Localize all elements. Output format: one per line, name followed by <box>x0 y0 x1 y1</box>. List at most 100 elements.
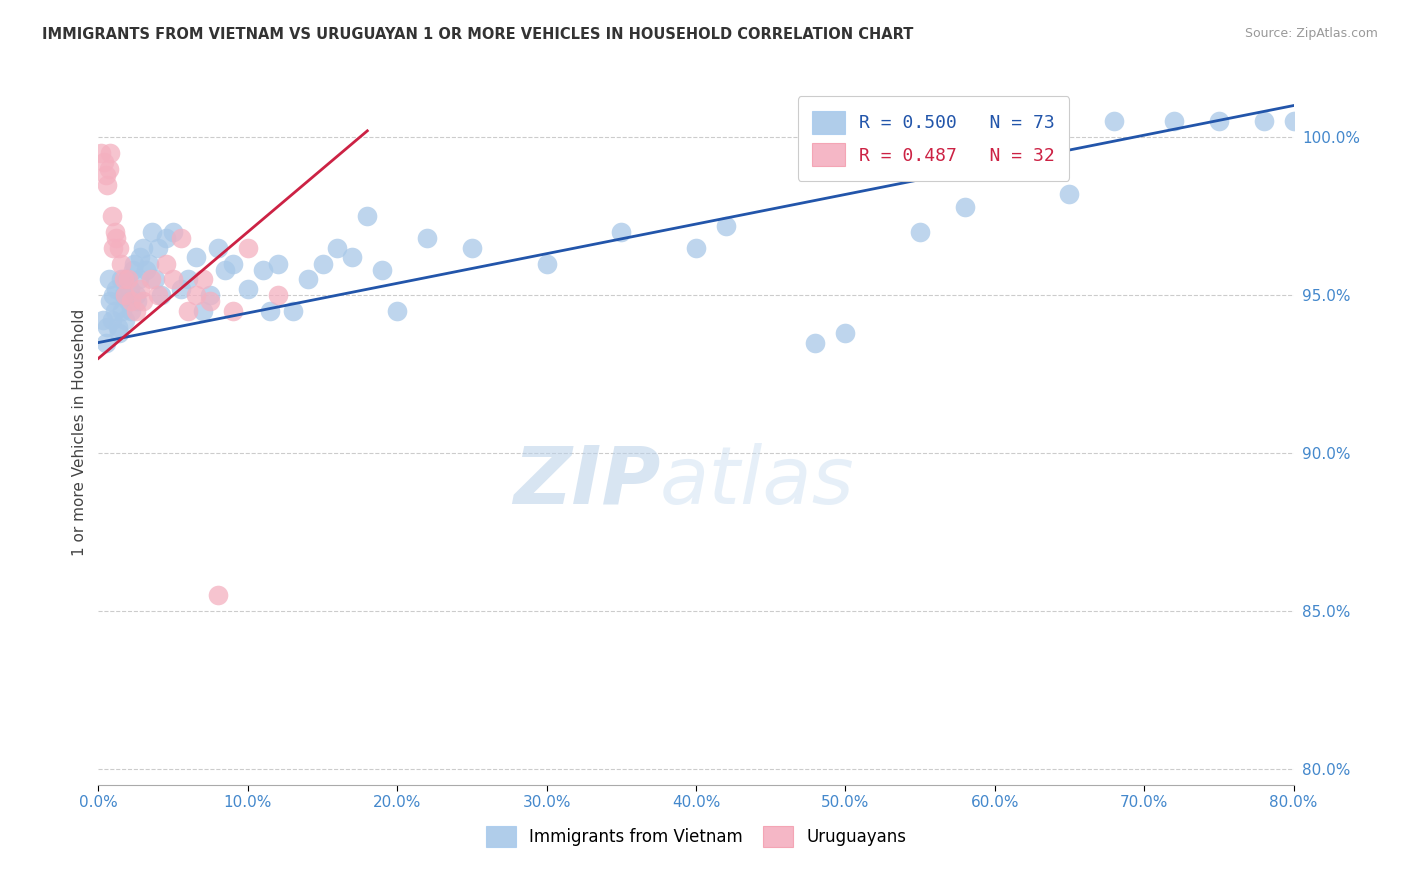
Point <box>128 272 150 286</box>
Point <box>191 304 214 318</box>
Point <box>111 304 134 318</box>
Point <box>311 256 333 270</box>
Point <box>177 304 200 318</box>
Point <box>118 282 141 296</box>
Point <box>1402 114 1406 128</box>
Point <box>115 272 138 286</box>
Point <box>804 335 827 350</box>
Point <box>356 209 378 223</box>
Point <box>141 225 163 239</box>
Point <box>94 335 117 350</box>
Point <box>148 241 170 255</box>
Point <box>207 241 229 255</box>
Point <box>108 326 131 340</box>
Point <box>98 145 122 160</box>
Point <box>117 294 139 309</box>
Point <box>385 304 409 318</box>
Point <box>184 250 207 264</box>
Point <box>97 161 120 176</box>
Point <box>90 145 112 160</box>
Point <box>267 256 290 270</box>
Point <box>108 241 131 255</box>
Point <box>236 241 259 255</box>
Point <box>93 155 115 169</box>
Point <box>125 304 148 318</box>
Point <box>114 313 136 327</box>
Point <box>112 288 135 302</box>
Point <box>214 263 236 277</box>
Point <box>252 263 274 277</box>
Point <box>908 225 931 239</box>
Point <box>132 241 155 255</box>
Point <box>110 272 132 286</box>
Point <box>953 200 976 214</box>
Legend: Immigrants from Vietnam, Uruguayans: Immigrants from Vietnam, Uruguayans <box>479 820 912 855</box>
Point <box>1163 114 1185 128</box>
Point <box>177 272 200 286</box>
Point <box>267 288 290 302</box>
Point <box>129 282 152 296</box>
Point <box>121 263 143 277</box>
Point <box>107 319 129 334</box>
Point <box>101 313 124 327</box>
Point <box>326 241 349 255</box>
Point <box>103 288 125 302</box>
Point <box>342 250 364 264</box>
Point <box>94 168 117 182</box>
Point <box>834 326 856 340</box>
Text: ZIP: ZIP <box>513 443 661 521</box>
Point <box>155 231 177 245</box>
Point <box>461 241 484 255</box>
Point <box>1282 114 1305 128</box>
Point <box>105 282 128 296</box>
Point <box>714 219 737 233</box>
Point <box>162 272 184 286</box>
Text: Source: ZipAtlas.com: Source: ZipAtlas.com <box>1244 27 1378 40</box>
Point <box>169 282 191 296</box>
Point <box>114 288 136 302</box>
Point <box>124 256 146 270</box>
Point <box>200 294 222 309</box>
Point <box>120 304 142 318</box>
Point <box>371 263 394 277</box>
Point <box>148 288 170 302</box>
Point <box>259 304 281 318</box>
Point <box>129 250 152 264</box>
Point <box>155 256 177 270</box>
Point <box>132 294 155 309</box>
Point <box>105 231 128 245</box>
Point <box>97 272 120 286</box>
Point <box>222 256 245 270</box>
Point <box>138 256 160 270</box>
Point <box>200 288 222 302</box>
Point <box>110 256 132 270</box>
Point <box>135 263 157 277</box>
Point <box>112 272 135 286</box>
Text: atlas: atlas <box>661 443 855 521</box>
Point <box>685 241 707 255</box>
Point <box>117 272 139 286</box>
Point <box>101 209 124 223</box>
Point <box>1208 114 1230 128</box>
Point <box>236 282 259 296</box>
Point <box>162 225 184 239</box>
Point <box>98 294 122 309</box>
Point <box>139 272 162 286</box>
Point <box>127 294 149 309</box>
Point <box>416 231 439 245</box>
Point <box>169 231 191 245</box>
Point <box>1059 187 1081 202</box>
Point <box>96 319 118 334</box>
Point <box>191 272 214 286</box>
Point <box>610 225 633 239</box>
Point <box>222 304 245 318</box>
Text: IMMIGRANTS FROM VIETNAM VS URUGUAYAN 1 OR MORE VEHICLES IN HOUSEHOLD CORRELATION: IMMIGRANTS FROM VIETNAM VS URUGUAYAN 1 O… <box>42 27 914 42</box>
Point <box>207 588 229 602</box>
Point <box>281 304 304 318</box>
Point <box>536 256 558 270</box>
Point <box>150 288 173 302</box>
Point <box>91 313 114 327</box>
Point <box>120 294 142 309</box>
Point <box>1312 114 1334 128</box>
Point <box>297 272 319 286</box>
